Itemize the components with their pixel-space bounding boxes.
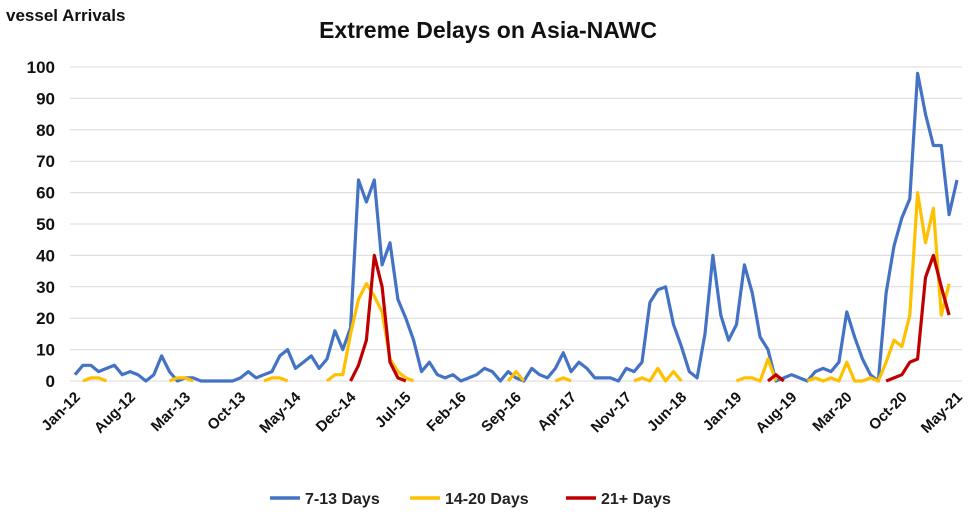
x-tick-label: Sep-16 bbox=[478, 389, 525, 436]
legend-label: 14-20 Days bbox=[445, 491, 529, 508]
y-tick-label: 30 bbox=[36, 278, 55, 297]
x-tick-label: Oct-20 bbox=[866, 389, 911, 434]
y-tick-label: 50 bbox=[36, 215, 55, 234]
chart-title: Extreme Delays on Asia-NAWC bbox=[319, 17, 657, 43]
y-tick-label: 80 bbox=[36, 121, 55, 140]
x-tick-label: Mar-20 bbox=[809, 389, 855, 435]
y-tick-label: 100 bbox=[27, 58, 55, 77]
y-tick-label: 90 bbox=[36, 89, 55, 108]
x-tick-label: Dec-14 bbox=[313, 388, 360, 435]
series-line-1 bbox=[73, 71, 959, 383]
x-tick-label: Feb-16 bbox=[423, 389, 469, 435]
series-line-3 bbox=[349, 253, 951, 383]
y-tick-label: 60 bbox=[36, 184, 55, 203]
x-tick-label: Oct-13 bbox=[204, 389, 249, 434]
x-tick-label: Aug-12 bbox=[91, 389, 139, 437]
corner-label: vessel Arrivals bbox=[6, 6, 126, 25]
y-tick-label: 0 bbox=[46, 372, 55, 391]
legend-label: 21+ Days bbox=[601, 491, 671, 508]
x-tick-label: Jun-18 bbox=[644, 389, 690, 435]
legend-label: 7-13 Days bbox=[305, 491, 380, 508]
x-tick-label: May-21 bbox=[918, 389, 966, 437]
x-tick-label: Mar-13 bbox=[148, 389, 194, 435]
x-tick-label: Jan-19 bbox=[700, 389, 746, 435]
y-tick-label: 20 bbox=[36, 309, 55, 328]
x-tick-label: Nov-17 bbox=[588, 389, 635, 436]
x-tick-label: Apr-17 bbox=[534, 389, 580, 435]
x-tick-label: Aug-19 bbox=[752, 389, 800, 437]
x-tick-label: Jan-12 bbox=[38, 389, 84, 435]
y-tick-label: 70 bbox=[36, 152, 55, 171]
x-tick-label: May-14 bbox=[256, 388, 304, 436]
y-tick-label: 40 bbox=[36, 246, 55, 265]
x-tick-label: Jul-15 bbox=[372, 389, 415, 432]
y-tick-label: 10 bbox=[36, 341, 55, 360]
